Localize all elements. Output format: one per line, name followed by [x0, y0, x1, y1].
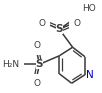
- Text: S: S: [56, 24, 63, 34]
- Text: HO: HO: [82, 4, 96, 13]
- Text: O: O: [33, 41, 40, 50]
- Text: S: S: [36, 59, 43, 69]
- Text: O: O: [38, 19, 45, 28]
- Text: H₂N: H₂N: [2, 60, 20, 69]
- Text: N: N: [86, 70, 94, 80]
- Text: O: O: [33, 78, 40, 88]
- Text: O: O: [74, 19, 81, 28]
